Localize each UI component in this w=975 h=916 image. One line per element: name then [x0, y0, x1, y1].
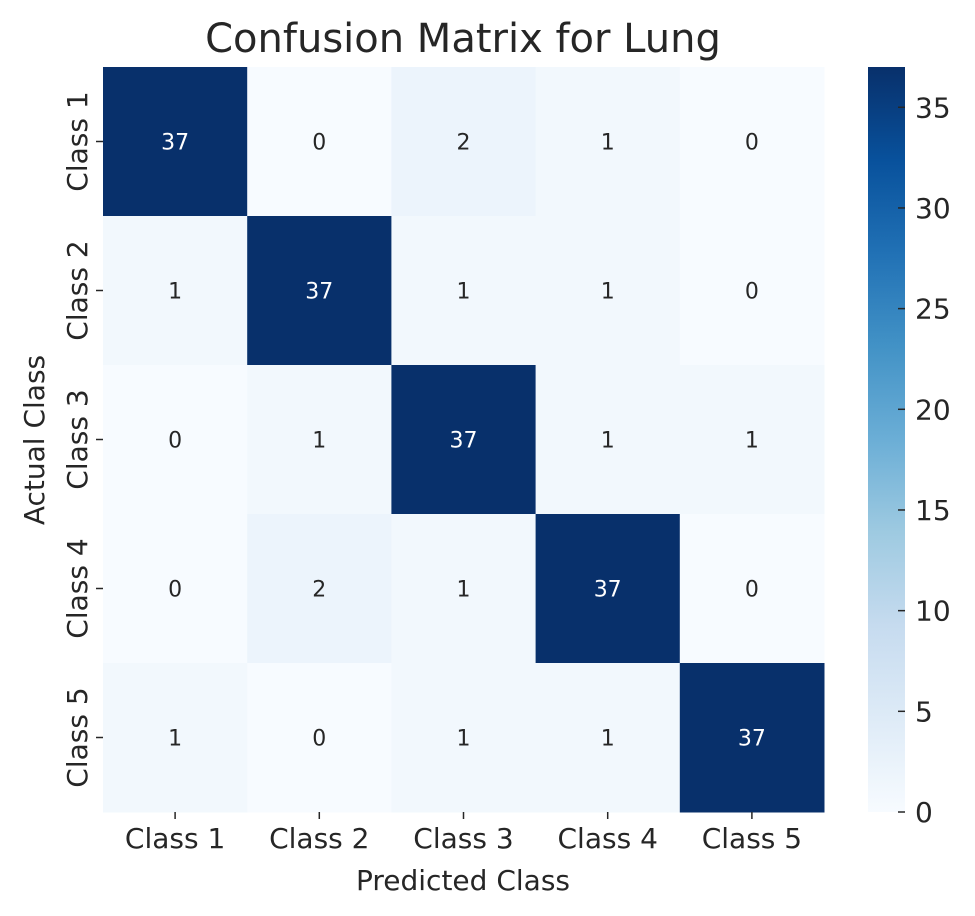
cell-r3-c1	[103, 365, 248, 515]
cell-label-r1-c4: 1	[601, 131, 615, 156]
cell-r1-c1	[103, 67, 248, 217]
x-axis: Class 1 Class 2 Class 3 Class 4 Class 5	[125, 812, 802, 855]
y-axis-label: Actual Class	[18, 355, 51, 525]
cell-label-r3-c1: 0	[168, 429, 182, 454]
colorbar-tick-label: 10	[915, 595, 951, 628]
cell-label-r4-c4: 37	[594, 578, 622, 603]
cell-r4-c2	[247, 514, 392, 664]
cell-r5-c4	[535, 663, 681, 813]
cell-label-r4-c5: 0	[745, 578, 759, 603]
cell-r2-c5	[679, 216, 825, 366]
cell-r1-c4	[535, 67, 681, 217]
cell-label-r2-c4: 1	[601, 280, 615, 305]
colorbar-tick-label: 20	[915, 393, 951, 426]
cell-r1-c2	[247, 67, 392, 217]
cell-r2-c4	[535, 216, 681, 366]
cell-r5-c1	[103, 663, 248, 813]
cell-label-r4-c1: 0	[168, 578, 182, 603]
cell-r3-c4	[535, 365, 681, 515]
cell-r5-c2	[247, 663, 392, 813]
cell-label-r5-c1: 1	[168, 727, 182, 752]
cell-r3-c5	[679, 365, 825, 515]
colorbar	[868, 67, 905, 812]
cell-label-r2-c2: 37	[305, 280, 333, 305]
cell-r4-c3	[391, 514, 537, 664]
y-tick-label: Class 2	[61, 240, 94, 340]
cell-label-r4-c2: 2	[312, 578, 326, 603]
y-tick-label: Class 3	[61, 389, 94, 489]
cell-r2-c3	[391, 216, 537, 366]
y-tick-label: Class 4	[61, 538, 94, 638]
colorbar-tick-label: 5	[915, 695, 933, 728]
colorbar-tick-label: 25	[915, 293, 951, 326]
chart-title: Confusion Matrix for Lung	[205, 16, 721, 62]
cell-r4-c1	[103, 514, 248, 664]
cell-r3-c3	[391, 365, 537, 515]
cell-label-r1-c5: 0	[745, 131, 759, 156]
x-tick-label: Class 3	[413, 822, 513, 855]
x-tick-label: Class 2	[269, 822, 369, 855]
y-tick-label: Class 1	[61, 91, 94, 191]
cell-r5-c3	[391, 663, 537, 813]
y-tick-label: Class 5	[61, 687, 94, 787]
cell-label-r1-c1: 37	[161, 131, 189, 156]
cell-label-r3-c4: 1	[601, 429, 615, 454]
cell-label-r2-c5: 0	[745, 280, 759, 305]
cell-r4-c5	[679, 514, 825, 664]
x-tick-label: Class 5	[702, 822, 802, 855]
cell-r4-c4	[535, 514, 681, 664]
cell-r5-c5	[679, 663, 825, 813]
cell-label-r3-c5: 1	[745, 429, 759, 454]
cell-label-r4-c3: 1	[457, 578, 471, 603]
heatmap-cells: 37 0 2 1 0 1 37 1 1 0 0 1 37 1 1 0 2 1 37 0 1 0 1 1 37	[103, 67, 825, 813]
cell-r3-c2	[247, 365, 392, 515]
cell-label-r5-c3: 1	[457, 727, 471, 752]
x-tick-label: Class 1	[125, 822, 225, 855]
cell-label-r2-c1: 1	[168, 280, 182, 305]
colorbar-tick-label: 15	[915, 494, 951, 527]
cell-r2-c2	[247, 216, 392, 366]
cell-r1-c3	[391, 67, 537, 217]
cell-label-r5-c2: 0	[312, 727, 326, 752]
colorbar-ticks: 0 5 10 15 20 25 30 35	[898, 91, 951, 829]
x-tick-label: Class 4	[558, 822, 658, 855]
cell-label-r3-c3: 37	[450, 429, 478, 454]
cell-r1-c5	[679, 67, 825, 217]
cell-label-r1-c2: 0	[312, 131, 326, 156]
cell-r2-c1	[103, 216, 248, 366]
colorbar-tick-label: 0	[915, 796, 933, 829]
cell-label-r3-c2: 1	[312, 429, 326, 454]
cell-label-r2-c3: 1	[457, 280, 471, 305]
colorbar-tick-label: 30	[915, 192, 951, 225]
cell-label-r5-c5: 37	[738, 727, 766, 752]
y-axis: Class 1 Class 2 Class 3 Class 4 Class 5	[61, 91, 103, 788]
colorbar-tick-label: 35	[915, 91, 951, 124]
cell-label-r5-c4: 1	[601, 727, 615, 752]
x-axis-label: Predicted Class	[356, 864, 570, 897]
cell-label-r1-c3: 2	[457, 131, 471, 156]
